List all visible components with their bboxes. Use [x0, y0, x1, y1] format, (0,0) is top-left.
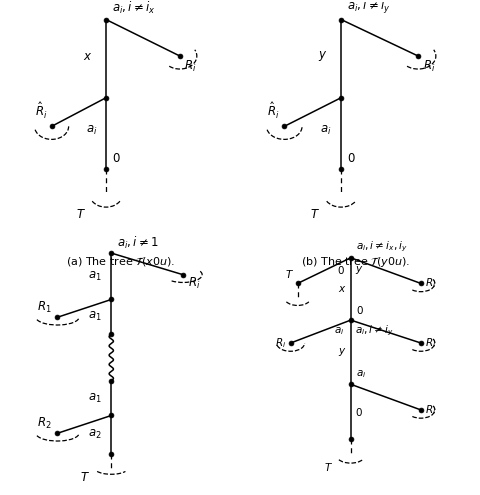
Text: (c) The tree $\mathcal{T}(\mathrm{rep}_b(\mathrm{val}_b(u)))$.: (c) The tree $\mathcal{T}(\mathrm{rep}_b…	[41, 493, 199, 495]
Text: $T$: $T$	[76, 208, 86, 221]
Text: $\hat{R}_i$: $\hat{R}_i$	[266, 101, 279, 121]
Text: (b) The tree $\mathcal{T}(y0u)$.: (b) The tree $\mathcal{T}(y0u)$.	[301, 255, 409, 269]
Text: $0$: $0$	[354, 406, 362, 418]
Text: $a_i$: $a_i$	[85, 124, 97, 138]
Text: $x$: $x$	[83, 50, 92, 62]
Text: $a_1$: $a_1$	[88, 392, 101, 404]
Text: $0$: $0$	[111, 152, 120, 165]
Text: $a_2$: $a_2$	[88, 428, 101, 442]
Text: $R_2$: $R_2$	[37, 416, 51, 431]
Text: $a_i, i \neq i_x$: $a_i, i \neq i_x$	[111, 0, 155, 16]
Text: $a_1$: $a_1$	[88, 310, 101, 323]
Text: $R_i$: $R_i$	[424, 403, 435, 417]
Text: $R_i$: $R_i$	[187, 276, 200, 292]
Text: $a_i, i \neq i_y$: $a_i, i \neq i_y$	[354, 323, 393, 338]
Text: $y$: $y$	[317, 49, 326, 63]
Text: (a) The tree $\mathcal{T}(x0u)$.: (a) The tree $\mathcal{T}(x0u)$.	[66, 255, 174, 268]
Text: $R_i$: $R_i$	[424, 277, 435, 291]
Text: $y$: $y$	[337, 346, 346, 358]
Text: $\hat{R}_i$: $\hat{R}_i$	[35, 101, 47, 121]
Text: $T$: $T$	[324, 461, 333, 473]
Text: $a_i$: $a_i$	[334, 325, 344, 337]
Text: $T$: $T$	[310, 208, 319, 221]
Text: $a_i, i \neq i_x, i_y$: $a_i, i \neq i_x, i_y$	[355, 240, 407, 254]
Text: $a_i$: $a_i$	[355, 368, 365, 380]
Text: $T$: $T$	[284, 268, 293, 280]
Text: $0$: $0$	[336, 264, 344, 276]
Text: $0$: $0$	[355, 304, 363, 316]
Text: (d) The tree $\mathcal{T}(xy0u)$.: (d) The tree $\mathcal{T}(xy0u)$.	[302, 493, 418, 495]
Text: $a_1$: $a_1$	[88, 270, 101, 283]
Text: $y$: $y$	[354, 264, 362, 276]
Text: $x$: $x$	[337, 284, 346, 294]
Text: $R_i$: $R_i$	[184, 58, 196, 74]
Text: $0$: $0$	[347, 152, 355, 165]
Text: $R_1$: $R_1$	[37, 300, 51, 315]
Text: $a_i, i \neq 1$: $a_i, i \neq 1$	[117, 235, 159, 251]
Text: $a_i$: $a_i$	[320, 124, 331, 138]
Text: $T$: $T$	[80, 471, 90, 484]
Text: $a_i, i \neq i_y$: $a_i, i \neq i_y$	[347, 0, 390, 16]
Text: $R_i$: $R_i$	[424, 336, 435, 350]
Text: $R_i$: $R_i$	[422, 58, 434, 74]
Text: $R_i$: $R_i$	[275, 336, 286, 350]
